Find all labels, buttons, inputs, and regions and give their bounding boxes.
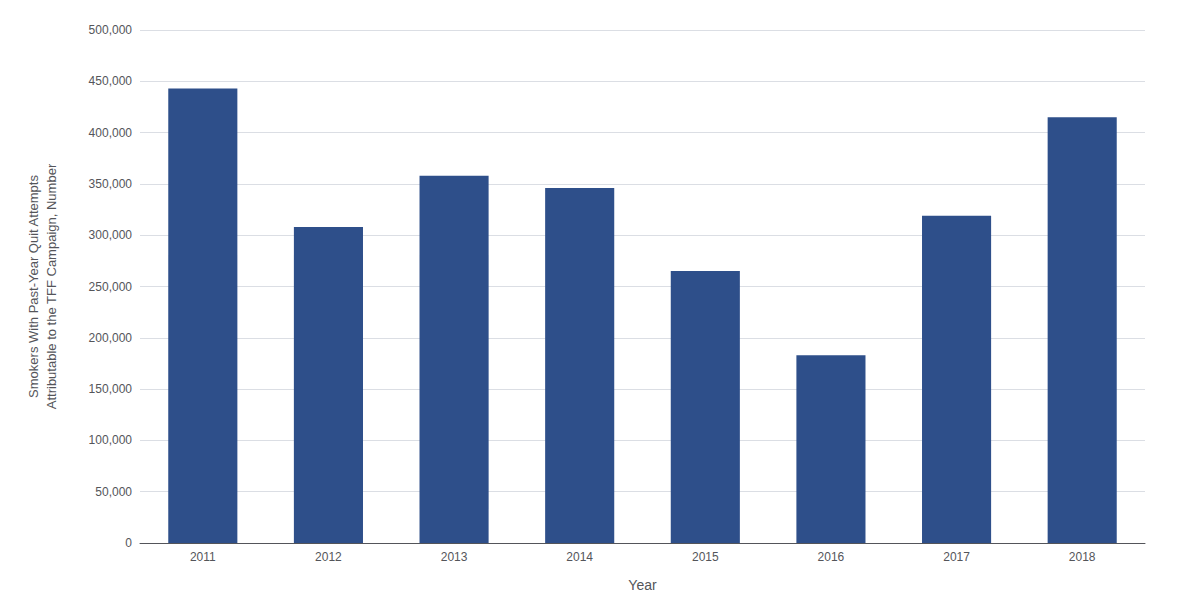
svg-text:Year: Year	[628, 577, 657, 593]
svg-text:2011: 2011	[190, 550, 216, 564]
svg-text:2013: 2013	[441, 550, 468, 564]
svg-text:2018: 2018	[1069, 550, 1096, 564]
svg-text:2012: 2012	[315, 550, 342, 564]
svg-text:50,000: 50,000	[95, 485, 132, 499]
svg-text:2015: 2015	[692, 550, 719, 564]
svg-text:350,000: 350,000	[89, 177, 133, 191]
svg-text:2016: 2016	[818, 550, 845, 564]
svg-text:Smokers With Past-Year Quit At: Smokers With Past-Year Quit Attempts	[26, 175, 41, 398]
svg-text:400,000: 400,000	[89, 126, 133, 140]
svg-text:200,000: 200,000	[89, 331, 133, 345]
svg-text:500,000: 500,000	[89, 23, 133, 37]
svg-text:100,000: 100,000	[89, 433, 133, 447]
svg-text:150,000: 150,000	[89, 382, 133, 396]
svg-text:0: 0	[125, 536, 132, 550]
svg-text:2017: 2017	[943, 550, 970, 564]
svg-text:2014: 2014	[566, 550, 593, 564]
svg-text:250,000: 250,000	[89, 280, 133, 294]
svg-text:450,000: 450,000	[89, 74, 133, 88]
svg-text:300,000: 300,000	[89, 228, 133, 242]
svg-text:Attributable to the TFF Campai: Attributable to the TFF Campaign, Number	[44, 163, 59, 409]
